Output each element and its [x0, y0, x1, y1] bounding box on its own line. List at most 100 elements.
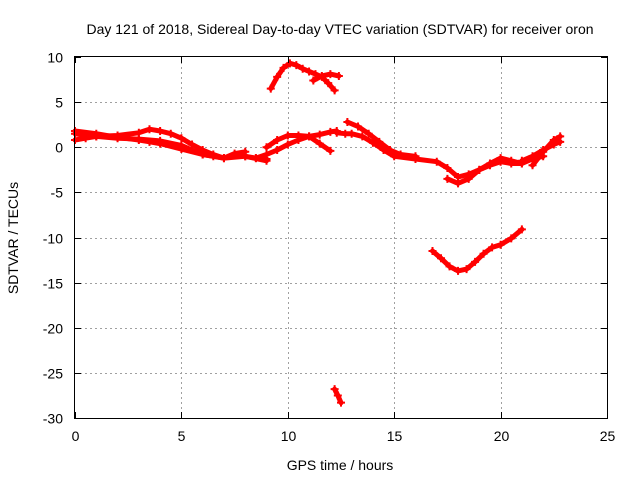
chart-title: Day 121 of 2018, Sidereal Day-to-day VTE… [86, 21, 593, 37]
data-point [333, 391, 342, 400]
y-tick-label: -10 [43, 231, 63, 247]
data-point [443, 174, 452, 183]
data-point [485, 159, 494, 168]
data-point [454, 266, 463, 275]
plot-frame [74, 56, 608, 419]
data-point [92, 129, 101, 138]
data-point [330, 86, 339, 95]
data-point [113, 133, 122, 142]
data-point [462, 265, 471, 274]
data-point [337, 398, 345, 407]
data-point [428, 247, 437, 256]
data-point [273, 72, 282, 81]
x-tick-label: 15 [387, 428, 403, 444]
x-tick-label: 5 [178, 428, 186, 444]
data-point [539, 145, 548, 154]
data-point [343, 117, 352, 126]
y-tick-label: -20 [43, 321, 63, 337]
data-point [298, 64, 307, 73]
data-point [326, 146, 335, 155]
data-point [396, 150, 405, 159]
y-tick-label: 10 [47, 50, 63, 66]
y-tick-label: -15 [43, 276, 63, 292]
data-point [145, 137, 154, 146]
data-point [315, 139, 324, 148]
data-point [464, 174, 473, 183]
data-point [517, 156, 526, 165]
data-point [471, 257, 480, 266]
data-point [177, 134, 186, 143]
data-point [188, 140, 197, 149]
data-point [454, 179, 463, 188]
data-point [375, 137, 384, 146]
data-point [266, 84, 275, 93]
x-axis-label: GPS time / hours [287, 457, 394, 473]
data-point [432, 157, 441, 166]
data-point [364, 129, 373, 138]
x-tick-label: 10 [281, 428, 297, 444]
data-point [273, 136, 282, 145]
data-point [358, 132, 367, 141]
data-point [475, 165, 484, 174]
y-tick-label: 0 [55, 140, 63, 156]
data-point [517, 225, 526, 234]
data-point [385, 145, 394, 154]
series-arc-4 [334, 130, 546, 180]
data-point [443, 164, 452, 173]
data-point [81, 134, 90, 143]
data-point [317, 71, 326, 80]
data-point [294, 136, 303, 145]
y-tick-label: -5 [51, 185, 64, 201]
x-tick-label: 25 [600, 428, 616, 444]
data-point [177, 145, 186, 154]
data-point [305, 67, 314, 76]
data-point [315, 130, 324, 139]
data-point [305, 132, 314, 141]
y-tick-label: -25 [43, 366, 63, 382]
data-point [445, 262, 454, 271]
data-point [219, 154, 228, 163]
data-point [156, 127, 165, 136]
data-point [134, 136, 143, 145]
data-point [262, 150, 271, 159]
data-point [437, 254, 446, 263]
data-point [528, 161, 537, 170]
data-point [507, 234, 516, 243]
data-point [262, 143, 271, 152]
data-point [549, 140, 558, 149]
data-series [71, 59, 565, 407]
data-point [198, 150, 207, 159]
data-point [330, 385, 339, 394]
data-point [507, 156, 516, 165]
data-point [134, 128, 143, 137]
data-point [241, 152, 250, 161]
data-point [354, 122, 363, 131]
grid [75, 57, 607, 418]
data-point [411, 152, 420, 161]
y-tick-label: -30 [43, 411, 63, 427]
data-point [292, 61, 301, 70]
data-point [145, 125, 154, 134]
data-point [347, 129, 356, 138]
data-point [285, 59, 294, 68]
data-point [479, 249, 488, 258]
data-point [273, 145, 282, 154]
data-point [324, 79, 333, 88]
data-point [309, 76, 318, 85]
y-axis-label: SDTVAR / TECUs [5, 182, 21, 294]
data-point [166, 129, 175, 138]
data-point [556, 137, 565, 146]
data-point [334, 71, 343, 80]
data-point [528, 152, 537, 161]
data-point [279, 63, 288, 72]
series-arc-10 [310, 71, 342, 83]
data-point [496, 240, 505, 249]
axis-ticks: 0 5 10 15 20 25 -30 -25 -20 -15 -10 -5 0 5 10 [43, 50, 616, 445]
data-point [156, 139, 165, 148]
series-arc-11 [430, 226, 525, 274]
data-point [283, 140, 292, 149]
data-point [332, 128, 341, 137]
y-tick-label: 5 [55, 95, 63, 111]
x-tick-label: 0 [72, 428, 80, 444]
data-point [488, 243, 497, 252]
